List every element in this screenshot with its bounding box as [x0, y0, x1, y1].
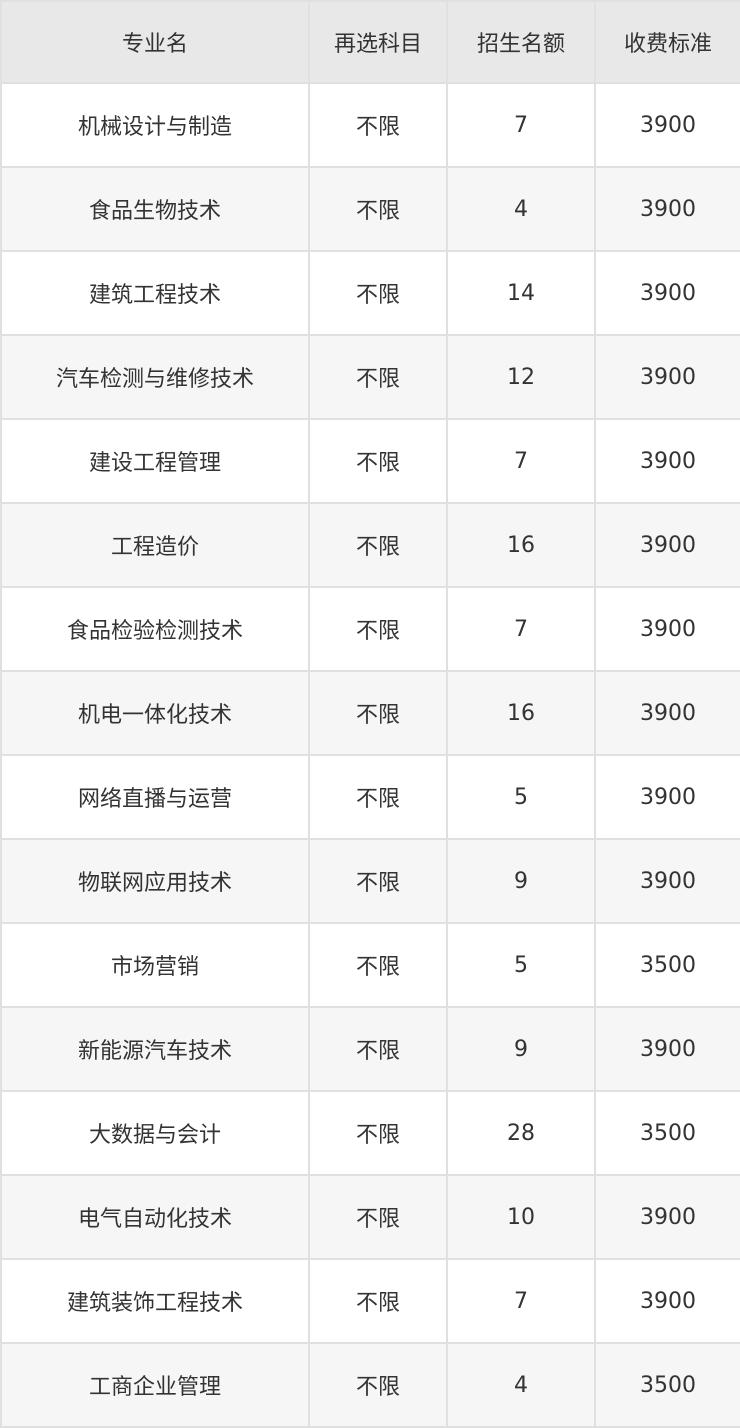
cell-fee: 3500 [594, 1342, 740, 1428]
cell-quota: 7 [446, 586, 596, 672]
cell-major: 工商企业管理 [0, 1342, 310, 1428]
cell-fee: 3900 [594, 82, 740, 168]
cell-major: 网络直播与运营 [0, 754, 310, 840]
table-row: 工程造价 不限 16 3900 [0, 502, 740, 588]
table-row: 物联网应用技术 不限 9 3900 [0, 838, 740, 924]
cell-fee: 3900 [594, 250, 740, 336]
cell-major: 汽车检测与维修技术 [0, 334, 310, 420]
cell-major: 电气自动化技术 [0, 1174, 310, 1260]
cell-subject: 不限 [308, 1258, 448, 1344]
cell-fee: 3900 [594, 1006, 740, 1092]
cell-quota: 7 [446, 418, 596, 504]
cell-fee: 3900 [594, 502, 740, 588]
cell-fee: 3900 [594, 586, 740, 672]
table-row: 食品检验检测技术 不限 7 3900 [0, 586, 740, 672]
cell-fee: 3900 [594, 1258, 740, 1344]
col-header-fee: 收费标准 [594, 0, 740, 84]
cell-subject: 不限 [308, 838, 448, 924]
cell-subject: 不限 [308, 922, 448, 1008]
table-row: 建筑装饰工程技术 不限 7 3900 [0, 1258, 740, 1344]
cell-fee: 3900 [594, 334, 740, 420]
table-row: 网络直播与运营 不限 5 3900 [0, 754, 740, 840]
cell-quota: 5 [446, 922, 596, 1008]
cell-major: 大数据与会计 [0, 1090, 310, 1176]
cell-major: 食品检验检测技术 [0, 586, 310, 672]
table-row: 建设工程管理 不限 7 3900 [0, 418, 740, 504]
cell-subject: 不限 [308, 334, 448, 420]
cell-quota: 16 [446, 502, 596, 588]
cell-quota: 4 [446, 166, 596, 252]
cell-major: 市场营销 [0, 922, 310, 1008]
table-row: 机械设计与制造 不限 7 3900 [0, 82, 740, 168]
table-body: 机械设计与制造 不限 7 3900 食品生物技术 不限 4 3900 建筑工程技… [0, 82, 740, 1428]
table-row: 工商企业管理 不限 4 3500 [0, 1342, 740, 1428]
cell-subject: 不限 [308, 1174, 448, 1260]
table-row: 机电一体化技术 不限 16 3900 [0, 670, 740, 756]
cell-fee: 3500 [594, 1090, 740, 1176]
cell-subject: 不限 [308, 586, 448, 672]
cell-quota: 28 [446, 1090, 596, 1176]
cell-fee: 3900 [594, 418, 740, 504]
cell-quota: 5 [446, 754, 596, 840]
cell-subject: 不限 [308, 754, 448, 840]
cell-quota: 16 [446, 670, 596, 756]
cell-major: 新能源汽车技术 [0, 1006, 310, 1092]
table-row: 食品生物技术 不限 4 3900 [0, 166, 740, 252]
table-row: 建筑工程技术 不限 14 3900 [0, 250, 740, 336]
cell-quota: 7 [446, 82, 596, 168]
cell-subject: 不限 [308, 166, 448, 252]
table-row: 市场营销 不限 5 3500 [0, 922, 740, 1008]
cell-subject: 不限 [308, 670, 448, 756]
cell-major: 建筑装饰工程技术 [0, 1258, 310, 1344]
cell-quota: 9 [446, 1006, 596, 1092]
cell-fee: 3900 [594, 166, 740, 252]
cell-major: 食品生物技术 [0, 166, 310, 252]
cell-subject: 不限 [308, 418, 448, 504]
cell-subject: 不限 [308, 1090, 448, 1176]
cell-subject: 不限 [308, 250, 448, 336]
col-header-major: 专业名 [0, 0, 310, 84]
cell-quota: 7 [446, 1258, 596, 1344]
cell-quota: 14 [446, 250, 596, 336]
table-row: 汽车检测与维修技术 不限 12 3900 [0, 334, 740, 420]
col-header-quota: 招生名额 [446, 0, 596, 84]
cell-quota: 10 [446, 1174, 596, 1260]
cell-major: 工程造价 [0, 502, 310, 588]
table-row: 大数据与会计 不限 28 3500 [0, 1090, 740, 1176]
table-row: 新能源汽车技术 不限 9 3900 [0, 1006, 740, 1092]
cell-fee: 3900 [594, 670, 740, 756]
table-row: 电气自动化技术 不限 10 3900 [0, 1174, 740, 1260]
cell-fee: 3500 [594, 922, 740, 1008]
cell-major: 建设工程管理 [0, 418, 310, 504]
cell-quota: 4 [446, 1342, 596, 1428]
cell-quota: 12 [446, 334, 596, 420]
cell-subject: 不限 [308, 82, 448, 168]
col-header-subject: 再选科目 [308, 0, 448, 84]
cell-subject: 不限 [308, 502, 448, 588]
cell-fee: 3900 [594, 838, 740, 924]
header-row: 专业名 再选科目 招生名额 收费标准 [0, 0, 740, 84]
cell-major: 机械设计与制造 [0, 82, 310, 168]
cell-fee: 3900 [594, 1174, 740, 1260]
cell-major: 物联网应用技术 [0, 838, 310, 924]
cell-major: 建筑工程技术 [0, 250, 310, 336]
cell-subject: 不限 [308, 1006, 448, 1092]
cell-quota: 9 [446, 838, 596, 924]
cell-subject: 不限 [308, 1342, 448, 1428]
cell-major: 机电一体化技术 [0, 670, 310, 756]
cell-fee: 3900 [594, 754, 740, 840]
